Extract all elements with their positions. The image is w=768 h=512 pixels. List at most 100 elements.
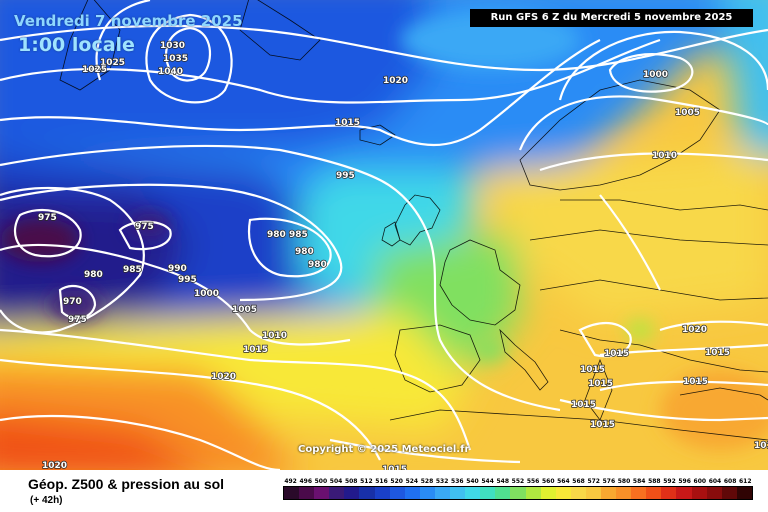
scale-swatch xyxy=(284,487,300,499)
scale-swatch xyxy=(706,487,722,499)
isobar-label: 1030 xyxy=(160,41,185,51)
isobar-lines xyxy=(0,0,768,470)
isobar-label: 1020 xyxy=(42,461,67,470)
scale-label: 512 xyxy=(360,478,373,485)
scale-label: 552 xyxy=(511,478,525,485)
scale-label: 524 xyxy=(405,478,419,485)
isobar-label: 980 xyxy=(84,270,103,280)
scale-label: 496 xyxy=(299,478,312,485)
scale-swatch xyxy=(465,487,481,499)
scale-bar xyxy=(283,486,753,500)
scale-swatch xyxy=(616,487,632,499)
forecast-date: Vendredi 7 novembre 2025 xyxy=(14,12,243,30)
isobar-label: 1015 xyxy=(580,365,605,375)
scale-swatch xyxy=(329,487,345,499)
isobar-labels: 1030 1035 1040 1025 1025 1020 1015 995 9… xyxy=(37,40,768,470)
scale-label: 520 xyxy=(390,478,403,485)
scale-swatch xyxy=(510,487,526,499)
scale-swatch xyxy=(299,487,315,499)
isobar-label: 985 xyxy=(289,230,308,240)
scale-label: 592 xyxy=(663,478,676,485)
isobar-label: 980 xyxy=(267,230,286,240)
isobar-label: 1035 xyxy=(163,54,188,64)
scale-swatch xyxy=(585,487,601,499)
scale-label: 548 xyxy=(496,478,510,485)
isobar-label: 975 xyxy=(135,222,154,232)
scale-swatch xyxy=(736,487,752,499)
isobar-label: 995 xyxy=(178,275,197,285)
isobar-label: 1020 xyxy=(682,325,707,335)
isobar-label: 980 xyxy=(295,247,314,257)
scale-label: 572 xyxy=(587,478,600,485)
scale-swatch xyxy=(314,487,330,499)
scale-label: 576 xyxy=(602,478,616,485)
scale-label: 596 xyxy=(678,478,691,485)
forecast-range: (+ 42h) xyxy=(30,495,63,506)
scale-label: 492 xyxy=(284,478,297,485)
isobar-label: 975 xyxy=(38,213,57,223)
scale-swatch xyxy=(419,487,435,499)
scale-swatch xyxy=(676,487,692,499)
scale-label: 608 xyxy=(723,478,737,485)
scale-swatch xyxy=(495,487,511,499)
scale-label: 536 xyxy=(451,478,464,485)
isobar-label: 1020 xyxy=(211,372,236,382)
run-info: Run GFS 6 Z du Mercredi 5 novembre 2025 xyxy=(470,9,753,27)
scale-swatch xyxy=(661,487,677,499)
isobar-label: 1010 xyxy=(262,331,287,341)
legend-footer: Géop. Z500 & pression au sol (+ 42h) 492… xyxy=(0,470,768,512)
scale-swatch xyxy=(631,487,647,499)
isobar-label: 1025 xyxy=(100,58,125,68)
isobar-label: 1005 xyxy=(675,108,700,118)
isobar-label: 1015 xyxy=(683,377,708,387)
scale-swatch xyxy=(646,487,662,499)
isobar-label: 1000 xyxy=(643,70,668,80)
isobar-label: 1015 xyxy=(754,441,768,451)
isobar-label: 1015 xyxy=(335,118,360,128)
geopotential-map: 1030 1035 1040 1025 1025 1020 1015 995 9… xyxy=(0,0,768,470)
isobar-label: 1020 xyxy=(383,76,408,86)
isobar-label: 980 xyxy=(308,260,327,270)
scale-label: 580 xyxy=(617,478,631,485)
coastlines xyxy=(59,0,768,441)
color-scale: 492 496 500 504 508 512 516 520 524 528 532 536 540 5… xyxy=(283,478,753,500)
scale-swatch xyxy=(721,487,737,499)
isobar-label: 1000 xyxy=(194,289,219,299)
scale-label: 540 xyxy=(466,478,479,485)
isobar-label: 1015 xyxy=(243,345,268,355)
scale-swatch xyxy=(389,487,405,499)
isobar-label: 1025 xyxy=(82,65,107,75)
isobar-label: 1015 xyxy=(382,465,407,470)
scale-label: 500 xyxy=(314,478,328,485)
scale-label: 564 xyxy=(557,478,570,485)
isobar-label: 1040 xyxy=(158,67,183,77)
scale-labels: 492 496 500 504 508 512 516 520 524 528 532 536 540 5… xyxy=(283,478,753,485)
scale-swatch xyxy=(450,487,466,499)
isobar-label: 1015 xyxy=(571,400,596,410)
isobar-label: 995 xyxy=(336,171,355,181)
isobar-label: 990 xyxy=(168,264,187,274)
scale-swatch xyxy=(540,487,556,499)
scale-label: 568 xyxy=(572,478,585,485)
isobar-label: 1005 xyxy=(232,305,257,315)
scale-label: 516 xyxy=(375,478,388,485)
scale-label: 556 xyxy=(526,478,540,485)
scale-swatch xyxy=(404,487,420,499)
scale-swatch xyxy=(359,487,375,499)
isobar-label: 1015 xyxy=(590,420,615,430)
z500-color-field xyxy=(0,0,768,470)
isobar-label: 985 xyxy=(123,265,142,275)
scale-label: 504 xyxy=(329,478,343,485)
scale-label: 528 xyxy=(420,478,434,485)
scale-label: 584 xyxy=(632,478,646,485)
copyright-notice: Copyright © 2025 Meteociel.fr xyxy=(298,444,470,455)
scale-label: 588 xyxy=(648,478,661,485)
scale-label: 560 xyxy=(541,478,555,485)
map-title: Géop. Z500 & pression au sol xyxy=(28,476,225,492)
isobar-label: 1010 xyxy=(652,151,677,161)
scale-swatch xyxy=(570,487,586,499)
isobar-label: 975 xyxy=(68,315,87,325)
isobar-label: 970 xyxy=(63,297,82,307)
scale-swatch xyxy=(374,487,390,499)
